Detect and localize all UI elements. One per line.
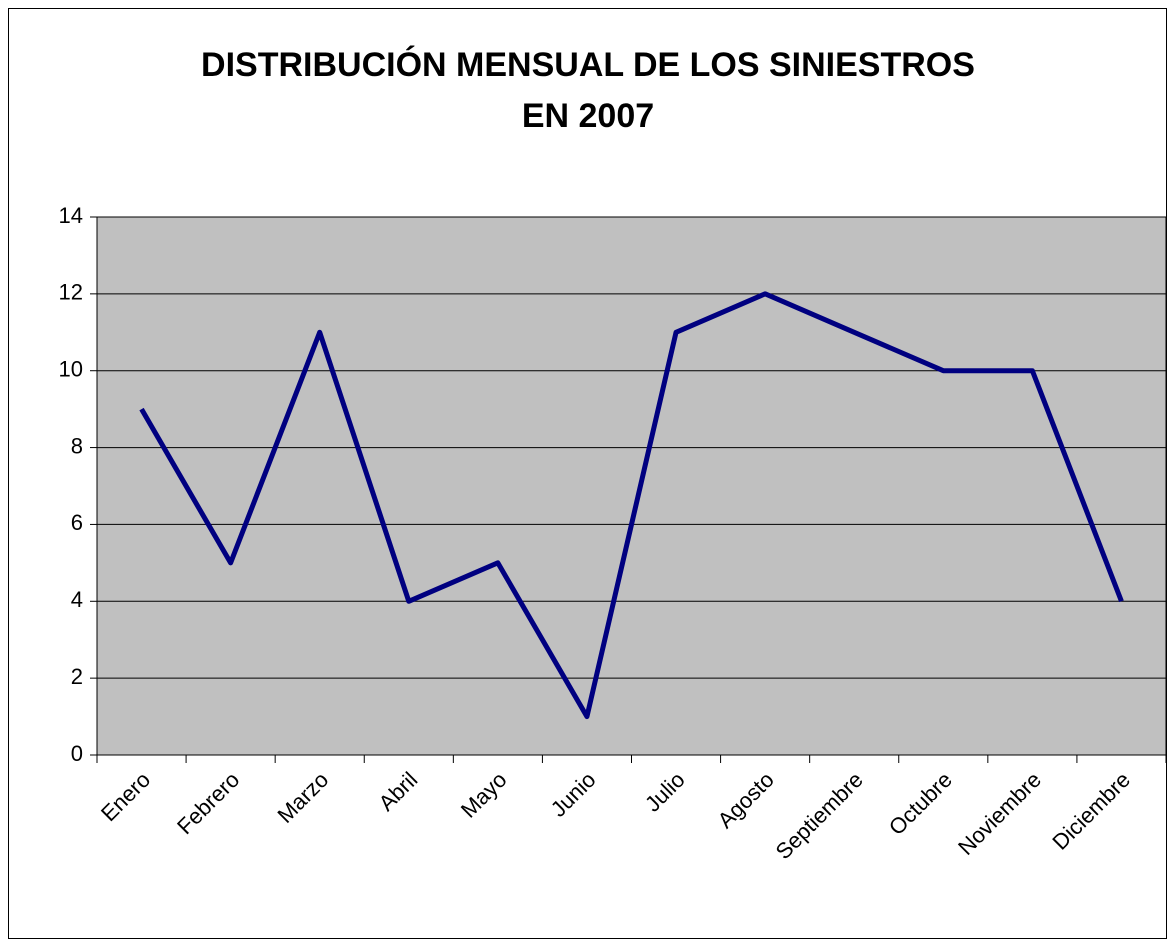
y-tick-label: 14 xyxy=(59,203,83,228)
y-tick-label: 10 xyxy=(59,357,83,382)
y-tick-label: 8 xyxy=(71,433,83,458)
y-tick-label: 0 xyxy=(71,741,83,766)
data-line xyxy=(139,291,1124,720)
y-tick-label: 12 xyxy=(59,280,83,305)
chart-title: DISTRIBUCIÓN MENSUAL DE LOS SINIESTROS xyxy=(201,46,975,84)
plot-area xyxy=(97,217,1166,755)
y-tick-label: 6 xyxy=(71,510,83,535)
chart-title: EN 2007 xyxy=(522,97,654,135)
y-tick-label: 2 xyxy=(71,664,83,689)
y-tick-label: 4 xyxy=(71,587,83,612)
